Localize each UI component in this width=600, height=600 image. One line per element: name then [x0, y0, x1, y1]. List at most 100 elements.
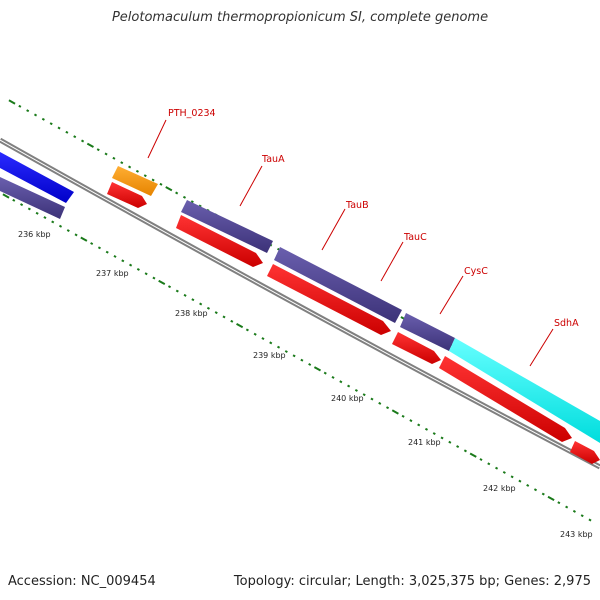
inner-tick [386, 406, 390, 410]
inner-tick [456, 445, 460, 449]
outer-tick [104, 152, 108, 156]
label-pth0234: PTH_0234 [168, 108, 216, 119]
inner-tick [417, 423, 421, 427]
outer-tick [86, 142, 94, 148]
gene-pth0234[interactable] [112, 166, 158, 196]
inner-tick [199, 302, 203, 306]
inner-tick [432, 432, 436, 436]
inner-tick [236, 323, 244, 329]
inner-tick [152, 276, 156, 280]
topology-info: Topology: circular; Length: 3,025,375 bp… [233, 574, 591, 589]
inner-tick [51, 220, 55, 224]
tick-label-241: 241 kbp [408, 438, 441, 447]
inner-tick [35, 211, 39, 215]
label-cysc: CysC [464, 266, 488, 277]
inner-tick [565, 505, 569, 509]
gene-red-2[interactable] [176, 215, 263, 267]
inner-tick [2, 193, 10, 199]
inner-tick [588, 518, 592, 522]
inner-tick [354, 388, 358, 392]
gene-red-5[interactable] [439, 356, 572, 442]
outer-tick [18, 104, 22, 108]
gene-blue-forward[interactable] [0, 152, 74, 203]
inner-tick [214, 311, 218, 315]
inner-tick [391, 409, 399, 415]
gene-red-1[interactable] [107, 182, 147, 208]
outer-tick [151, 178, 155, 182]
inner-tick [533, 488, 538, 492]
inner-tick [339, 380, 343, 384]
inner-tick [495, 466, 499, 470]
inner-tick [362, 393, 366, 397]
inner-tick [20, 203, 24, 207]
inner-tick [158, 279, 166, 285]
outer-tick [190, 200, 194, 204]
outer-tick [198, 204, 202, 208]
tick-label-242: 242 kbp [483, 484, 516, 493]
outer-tick [120, 161, 124, 165]
gene-red-6[interactable] [570, 441, 600, 464]
inner-tick [80, 236, 88, 242]
gene-red-3[interactable] [267, 264, 391, 335]
label-taua: TauA [261, 154, 285, 165]
outer-tick [112, 156, 116, 160]
gene-tauc-cysc[interactable] [400, 313, 455, 351]
outer-tick [96, 148, 100, 152]
inner-tick [313, 366, 322, 372]
inner-tick [97, 246, 101, 250]
inner-tick [230, 319, 234, 323]
label-taub: TauB [345, 200, 369, 211]
inner-tick [572, 509, 576, 513]
inner-tick [347, 384, 351, 388]
outer-tick [26, 109, 30, 113]
outer-tick [175, 191, 179, 195]
tick-label-243: 243 kbp [560, 530, 593, 539]
tick-label-237: 237 kbp [96, 269, 129, 278]
gene-sdha[interactable] [449, 338, 600, 443]
inner-tick [66, 229, 70, 233]
gene-red-4[interactable] [392, 332, 441, 364]
inner-tick [424, 427, 429, 431]
inner-tick [58, 224, 63, 228]
inner-tick [308, 363, 312, 366]
inner-tick [502, 471, 506, 474]
outer-tick [41, 117, 45, 121]
inner-tick [300, 358, 304, 362]
gene-taub[interactable] [274, 247, 402, 323]
inner-tick [378, 401, 382, 405]
label-sdha: SdhA [554, 318, 579, 329]
inner-tick [440, 436, 444, 440]
tick-label-238: 238 kbp [175, 309, 208, 318]
genome-title: Pelotomaculum thermopropionicum SI, comp… [111, 10, 489, 25]
inner-tick [323, 371, 327, 375]
inner-tick [541, 492, 545, 496]
outer-tick [143, 174, 147, 178]
inner-tick [269, 341, 273, 345]
reverse-strand-genes [0, 177, 600, 464]
tick-labels: 236 kbp 237 kbp 238 kbp 239 kbp 240 kbp … [18, 230, 593, 539]
inner-tick [90, 242, 94, 245]
gene-navy-reverse[interactable] [0, 177, 65, 219]
outer-tick [182, 195, 187, 199]
outer-tick [65, 130, 69, 134]
gene-taua[interactable] [181, 200, 273, 253]
inner-tick [401, 414, 405, 418]
inner-tick [557, 501, 561, 505]
inner-tick [222, 315, 226, 319]
inner-tick [526, 483, 530, 487]
inner-tick [580, 514, 584, 518]
gene-labels: PTH_0234 TauA TauB TauC CysC SdhA [168, 108, 579, 329]
inner-tick [261, 337, 265, 341]
inner-tick [43, 216, 47, 220]
inner-tick [113, 255, 117, 258]
inner-tick [183, 293, 187, 297]
inner-tick-track [2, 193, 592, 522]
inner-tick [331, 375, 335, 379]
outer-tick [128, 165, 132, 169]
inner-tick [129, 263, 133, 267]
inner-tick [121, 259, 125, 263]
outer-tick [8, 99, 16, 105]
inner-tick [12, 198, 16, 202]
inner-tick [253, 332, 257, 336]
